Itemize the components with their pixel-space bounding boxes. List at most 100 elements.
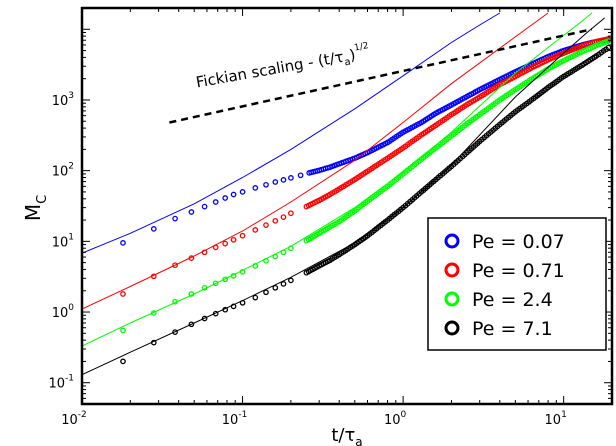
data-point [239, 269, 246, 275]
data-point [280, 214, 287, 220]
data-point [272, 253, 279, 260]
data-point [212, 199, 219, 205]
data-point [222, 240, 229, 247]
data-point [239, 232, 246, 239]
data-point [172, 329, 178, 335]
data-point [605, 38, 612, 44]
legend-label: Pe = 0.07 [472, 231, 565, 253]
plot-frame [80, 6, 614, 406]
data-point [297, 172, 304, 179]
reference-label: Fickian scaling - (t/τa)1/2 [194, 41, 371, 94]
tick-base: 10 [222, 413, 239, 428]
data-point [288, 175, 294, 181]
tick-exp: 2 [68, 162, 74, 172]
tick-base: 10 [384, 413, 401, 428]
tick-base: 10 [52, 165, 69, 180]
data-point [150, 273, 157, 280]
data-point [120, 240, 126, 246]
plot-data [82, 12, 612, 376]
data-point [280, 281, 287, 287]
fit-line [82, 12, 549, 310]
tick-exp: 0 [68, 303, 74, 313]
data-point [288, 210, 294, 217]
data-point [120, 291, 126, 297]
reference-label-sub: a [344, 57, 352, 69]
fickian-reference [169, 28, 593, 124]
data-point [150, 339, 157, 346]
data-point [272, 284, 279, 291]
data-point [150, 310, 157, 316]
y-tick-label: 103 [52, 91, 74, 109]
series-2 [82, 12, 612, 310]
y-tick-label: 100 [52, 303, 75, 321]
tick-base: 10 [52, 94, 69, 109]
data-point [201, 249, 208, 256]
tick-base: 10 [48, 377, 65, 392]
data-point [172, 262, 178, 269]
data-point [280, 177, 287, 183]
tick-exp: 1 [68, 232, 74, 242]
y-tick-label: 101 [52, 232, 74, 250]
x-axis-label: t/τa [331, 425, 362, 446]
y-axis-label: MC [21, 195, 50, 221]
data-point [288, 245, 294, 252]
reference-label-sup: 1/2 [353, 41, 369, 53]
y-axis-label-sub: C [35, 195, 50, 204]
data-point [230, 236, 237, 243]
data-point [272, 217, 279, 224]
data-point [212, 244, 219, 251]
data-point [188, 209, 195, 215]
data-point [222, 306, 229, 313]
legend-marker [444, 233, 460, 249]
y-tick-label: 10-1 [48, 374, 74, 392]
data-point [188, 291, 195, 297]
x-tick-label: 10-1 [222, 410, 248, 428]
data-point [239, 299, 246, 306]
x-axis-label-sub: a [355, 435, 362, 446]
data-point [150, 226, 157, 232]
data-point [263, 257, 269, 264]
series-3 [82, 12, 612, 347]
tick-exp: -1 [65, 374, 74, 384]
data-point [272, 179, 279, 185]
data-point [172, 215, 178, 222]
axis-labels: t/τa MC [21, 195, 363, 446]
data-point [172, 298, 178, 305]
y-tick-label: 102 [52, 162, 74, 180]
legend-marker [444, 291, 460, 307]
data-point [230, 191, 237, 198]
data-point [201, 284, 208, 291]
data-point [222, 276, 229, 283]
legend-label: Pe = 0.71 [472, 260, 565, 282]
data-point [239, 189, 246, 195]
data-point [120, 327, 126, 334]
legend-label: Pe = 2.4 [472, 289, 553, 311]
series-4 [82, 17, 612, 376]
data-point [201, 203, 208, 210]
fit-line [82, 12, 501, 254]
data-point [252, 227, 259, 233]
data-point [263, 181, 269, 188]
tick-exp: 0 [401, 410, 407, 420]
data-point [230, 272, 237, 279]
data-point [252, 294, 259, 301]
x-tick-label: 10-2 [61, 410, 87, 428]
data-point [288, 277, 294, 284]
data-point [212, 280, 219, 287]
data-point [201, 315, 208, 322]
data-point [263, 289, 269, 296]
x-axis-label-base: t/τ [331, 425, 355, 446]
tick-base: 10 [52, 306, 69, 321]
data-point [280, 249, 287, 256]
reference-label-text: Fickian scaling - (t/τ [195, 48, 346, 92]
legend-label: Pe = 7.1 [472, 318, 553, 340]
x-tick-label: 101 [545, 410, 567, 428]
tick-exp: -1 [238, 410, 247, 420]
tick-exp: -2 [78, 410, 87, 420]
y-axis-label-base: M [21, 204, 45, 221]
legend-marker [444, 320, 460, 336]
data-point [252, 185, 259, 191]
data-point [252, 263, 259, 269]
